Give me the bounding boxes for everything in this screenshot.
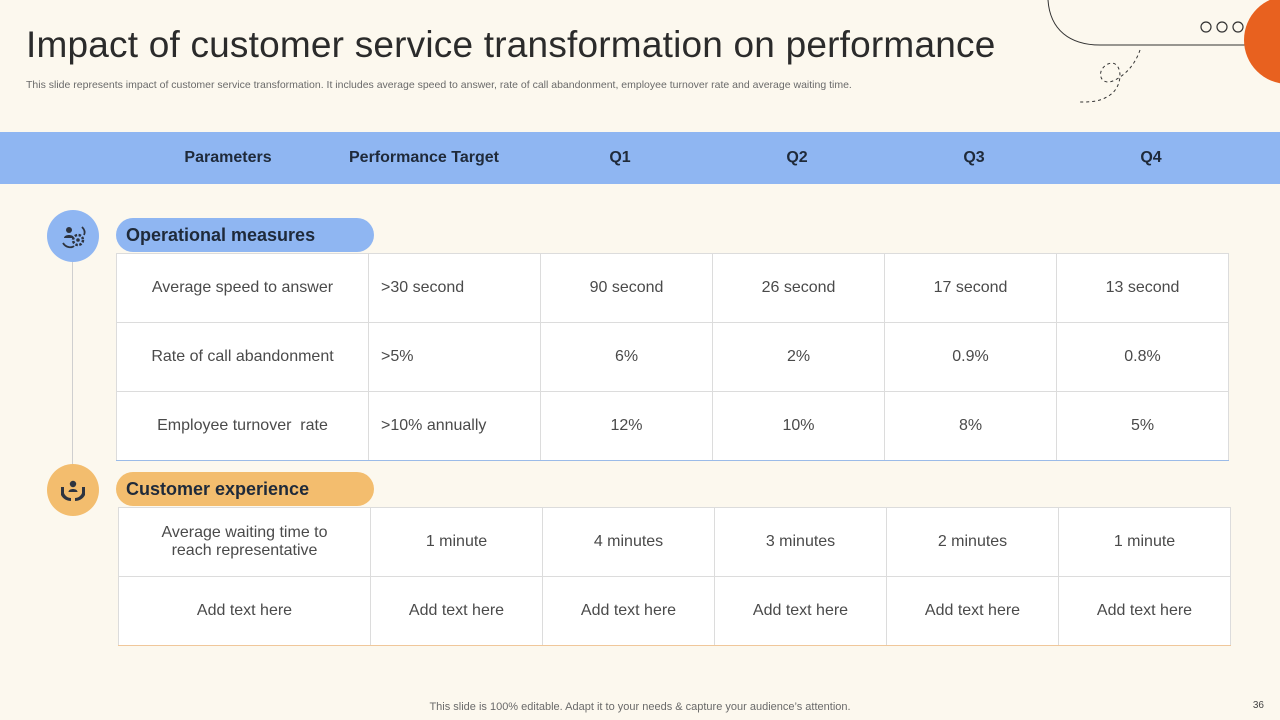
target-cell: >10% annually — [368, 391, 541, 461]
header-parameters: Parameters — [184, 149, 272, 166]
q1-cell: 6% — [540, 322, 713, 392]
slide-title: Impact of customer service transformatio… — [26, 24, 996, 65]
q2-cell: 3 minutes — [714, 507, 887, 577]
operational-measures-table: Average speed to answer >30 second 90 se… — [116, 253, 1229, 461]
placeholder-cell[interactable]: Add text here — [886, 576, 1059, 646]
operational-measures-label: Operational measures — [116, 218, 374, 252]
customer-experience-label: Customer experience — [116, 472, 374, 506]
table-row: Average waiting time to reach representa… — [118, 507, 1231, 577]
placeholder-cell[interactable]: Add text here — [542, 576, 715, 646]
q4-cell: 13 second — [1056, 253, 1229, 323]
table-row: Add text here Add text here Add text her… — [118, 576, 1231, 646]
table-row: Average speed to answer >30 second 90 se… — [116, 253, 1229, 323]
placeholder-cell[interactable]: Add text here — [1058, 576, 1231, 646]
q3-cell: 2 minutes — [886, 507, 1059, 577]
customer-experience-table: Average waiting time to reach representa… — [118, 507, 1231, 646]
hands-person-icon — [61, 480, 85, 501]
header-performance-target: Performance Target — [349, 149, 499, 166]
parameter-cell: Average waiting time to reach representa… — [118, 507, 371, 577]
table-row: Employee turnover rate >10% annually 12%… — [116, 391, 1229, 461]
q3-cell: 17 second — [884, 253, 1057, 323]
gears-people-icon — [62, 226, 86, 249]
placeholder-cell[interactable]: Add text here — [370, 576, 543, 646]
q2-cell: 2% — [712, 322, 885, 392]
target-cell: 1 minute — [370, 507, 543, 577]
header-q2: Q2 — [786, 149, 808, 166]
slide-footer-note: This slide is 100% editable. Adapt it to… — [429, 701, 851, 713]
parameter-cell: Average speed to answer — [116, 253, 369, 323]
page-number: 36 — [1252, 700, 1264, 711]
parameter-cell: Rate of call abandonment — [116, 322, 369, 392]
table-row: Rate of call abandonment >5% 6% 2% 0.9% … — [116, 322, 1229, 392]
q1-cell: 4 minutes — [542, 507, 715, 577]
q3-cell: 0.9% — [884, 322, 1057, 392]
q4-cell: 0.8% — [1056, 322, 1229, 392]
timeline-connector — [72, 258, 73, 468]
table-header-band: Parameters Performance Target Q1 Q2 Q3 Q… — [0, 132, 1280, 184]
placeholder-cell[interactable]: Add text here — [118, 576, 371, 646]
q1-cell: 12% — [540, 391, 713, 461]
slide-subtitle: This slide represents impact of customer… — [26, 79, 852, 91]
header-q3: Q3 — [963, 149, 985, 166]
q2-cell: 10% — [712, 391, 885, 461]
header-q1: Q1 — [609, 149, 631, 166]
target-cell: >5% — [368, 322, 541, 392]
q2-cell: 26 second — [712, 253, 885, 323]
customer-experience-badge — [47, 464, 99, 516]
q4-cell: 5% — [1056, 391, 1229, 461]
operational-badge — [47, 210, 99, 262]
target-cell: >30 second — [368, 253, 541, 323]
q1-cell: 90 second — [540, 253, 713, 323]
q3-cell: 8% — [884, 391, 1057, 461]
header-q4: Q4 — [1140, 149, 1162, 166]
q4-cell: 1 minute — [1058, 507, 1231, 577]
placeholder-cell[interactable]: Add text here — [714, 576, 887, 646]
parameter-cell: Employee turnover rate — [116, 391, 369, 461]
